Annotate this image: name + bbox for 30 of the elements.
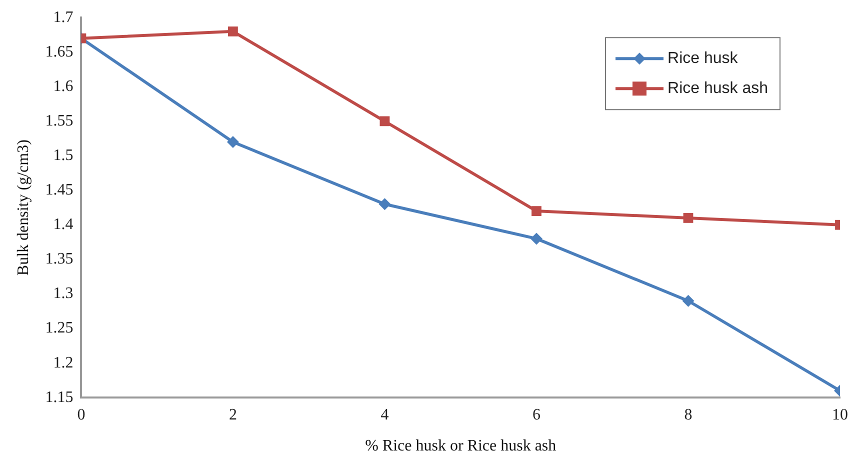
x-tick-label: 10: [832, 406, 848, 424]
point: [682, 294, 694, 307]
point: [378, 198, 391, 210]
y-axis-title: Bulk density (g/cm3): [14, 140, 32, 276]
point: [226, 136, 239, 148]
y-tick-label: 1.3: [53, 285, 74, 302]
y-tick-label: 1.55: [45, 112, 74, 130]
y-tick-label: 1.7: [53, 8, 74, 26]
x-tick-label: 0: [77, 406, 86, 424]
point: [683, 213, 694, 223]
x-tick-label: 2: [228, 406, 237, 424]
point: [380, 116, 390, 126]
point: [228, 26, 238, 36]
y-tick-label: 1.25: [45, 320, 74, 337]
y-tick-label: 1.6: [53, 78, 74, 95]
y-tick-label: 1.15: [45, 388, 74, 406]
legend-label: Rice husk ash: [668, 80, 768, 98]
legend-label: Rice husk: [668, 50, 739, 68]
point: [532, 206, 542, 216]
x-tick-label: 8: [684, 406, 692, 424]
point: [530, 232, 542, 245]
y-tick-label: 1.4: [53, 216, 74, 234]
y-tick-label: 1.35: [45, 250, 74, 268]
y-tick-label: 1.2: [53, 354, 74, 372]
y-tick-label: 1.65: [45, 43, 74, 60]
y-tick-label: 1.5: [53, 146, 74, 164]
x-axis-title: % Rice husk or Rice husk ash: [365, 438, 556, 455]
y-tick-label: 1.45: [45, 182, 74, 199]
x-tick-label: 6: [532, 406, 540, 424]
x-tick-label: 4: [380, 406, 389, 424]
